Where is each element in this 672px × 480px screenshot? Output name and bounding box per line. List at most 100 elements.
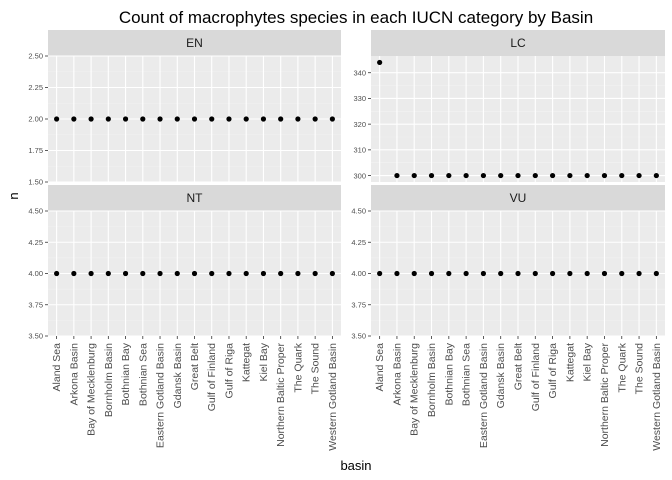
x-tick-label: Gdansk Basin: [172, 343, 184, 409]
data-point: [191, 116, 198, 122]
x-tick-label: Western Gotland Basin: [327, 343, 339, 451]
x-tick-label: Kattegat: [564, 343, 576, 382]
facet-strip-label: LC: [510, 36, 526, 50]
data-point: [498, 172, 504, 179]
data-point: [636, 172, 642, 179]
x-tick-label: Bothnian Bay: [120, 342, 132, 405]
data-point: [260, 270, 267, 277]
x-axis-vu: Aland Sea Arkona Basin Bay of Mecklenburg B…: [374, 336, 663, 451]
data-point: [157, 116, 163, 122]
y-tick-label: 320: [353, 120, 366, 129]
data-point: [446, 270, 452, 277]
data-point: [377, 59, 383, 66]
x-tick-label: The Quark: [616, 342, 628, 392]
data-point: [584, 172, 590, 179]
x-tick-label: Aland Sea: [374, 343, 386, 392]
x-tick-label: The Sound: [310, 343, 322, 395]
data-point: [567, 270, 573, 277]
x-tick-label: Bothnian Bay: [443, 342, 455, 405]
data-point: [295, 116, 301, 122]
data-point: [278, 270, 284, 277]
data-point: [88, 270, 94, 277]
data-point: [411, 172, 417, 179]
x-axes: Aland Sea Arkona Basin Bay of Mecklenburg B…: [51, 336, 663, 451]
x-tick-label: Gulf of Finland: [206, 343, 218, 411]
data-point: [71, 270, 77, 277]
x-tick-label: Northern Baltic Proper: [599, 343, 611, 447]
data-point: [295, 270, 301, 277]
x-tick-label: Gulf of Riga: [547, 343, 559, 399]
data-point: [105, 116, 111, 122]
data-point: [243, 116, 249, 122]
y-tick-label: 310: [353, 146, 366, 155]
data-point: [446, 172, 452, 179]
data-point: [122, 270, 129, 277]
data-point: [71, 116, 77, 122]
data-point: [653, 172, 659, 179]
y-tick-label: 1.50: [28, 178, 43, 187]
data-point: [428, 270, 435, 277]
facet-vu: VU 3.50 3.75 4.00 4.25 4.50: [351, 185, 665, 341]
y-tick-label: 300: [353, 171, 366, 180]
data-point: [243, 270, 249, 277]
data-point: [88, 116, 94, 122]
data-point: [377, 270, 383, 277]
data-point: [329, 116, 335, 122]
data-point: [549, 172, 556, 179]
x-tick-label: Bay of Mecklenburg: [86, 343, 98, 436]
data-point: [157, 270, 163, 277]
data-point: [549, 270, 556, 277]
data-point: [515, 270, 521, 277]
x-tick-label: Bay of Mecklenburg: [409, 343, 421, 436]
x-tick-label: Gdansk Basin: [495, 343, 507, 409]
data-point: [226, 270, 232, 277]
y-tick-label: 4.50: [351, 207, 366, 216]
data-point: [329, 270, 335, 277]
data-point: [653, 270, 659, 277]
data-point: [140, 270, 146, 277]
y-tick-label: 4.25: [351, 238, 366, 247]
data-point: [584, 270, 590, 277]
x-tick-label: Arkona Basin: [68, 343, 80, 406]
data-point: [191, 270, 198, 277]
x-tick-label: Arkona Basin: [391, 343, 403, 406]
y-tick-label: 4.50: [28, 207, 43, 216]
x-tick-label: Gulf of Finland: [530, 343, 542, 411]
facet-strip: [48, 185, 341, 211]
y-tick-label: 4.00: [351, 269, 366, 278]
data-point: [54, 270, 60, 277]
data-point: [209, 270, 215, 277]
x-tick-label: The Sound: [634, 343, 646, 395]
y-tick-label: 340: [353, 68, 366, 77]
data-point: [54, 116, 60, 122]
facet-strip: [371, 185, 665, 211]
x-tick-label: Eastern Gotland Basin: [155, 343, 167, 448]
data-point: [480, 270, 487, 277]
x-tick-label: Great Belt: [513, 343, 525, 390]
x-tick-label: Bothnian Sea: [461, 343, 473, 406]
facet-en: EN 1.50 1.75 2.00 2.25 2.50: [28, 30, 341, 187]
x-tick-label: Aland Sea: [51, 343, 63, 392]
data-point: [601, 270, 608, 277]
x-tick-label: Western Gotland Basin: [651, 343, 663, 451]
facet-strip-label: NT: [187, 191, 204, 205]
data-point: [636, 270, 642, 277]
y-tick-label: 4.25: [28, 238, 43, 247]
y-tick-label: 2.50: [28, 52, 43, 61]
x-tick-label: Bothnian Sea: [137, 343, 149, 406]
facet-nt: NT 3.50 3.75 4.00 4.25 4.50: [28, 185, 341, 341]
x-tick-label: Eastern Gotland Basin: [478, 343, 490, 448]
data-point: [411, 270, 417, 277]
y-tick-label: 330: [353, 94, 366, 103]
data-point: [174, 270, 180, 277]
x-tick-label: Bornholm Basin: [426, 343, 438, 417]
chart-title: Count of macrophytes species in each IUC…: [119, 8, 593, 27]
x-tick-label: Bornholm Basin: [103, 343, 115, 417]
data-point: [498, 270, 504, 277]
y-tick-label: 3.75: [28, 300, 43, 309]
y-tick-label: 2.00: [28, 115, 43, 124]
data-point: [532, 172, 538, 179]
data-point: [463, 270, 469, 277]
x-tick-label: The Quark: [292, 342, 304, 392]
